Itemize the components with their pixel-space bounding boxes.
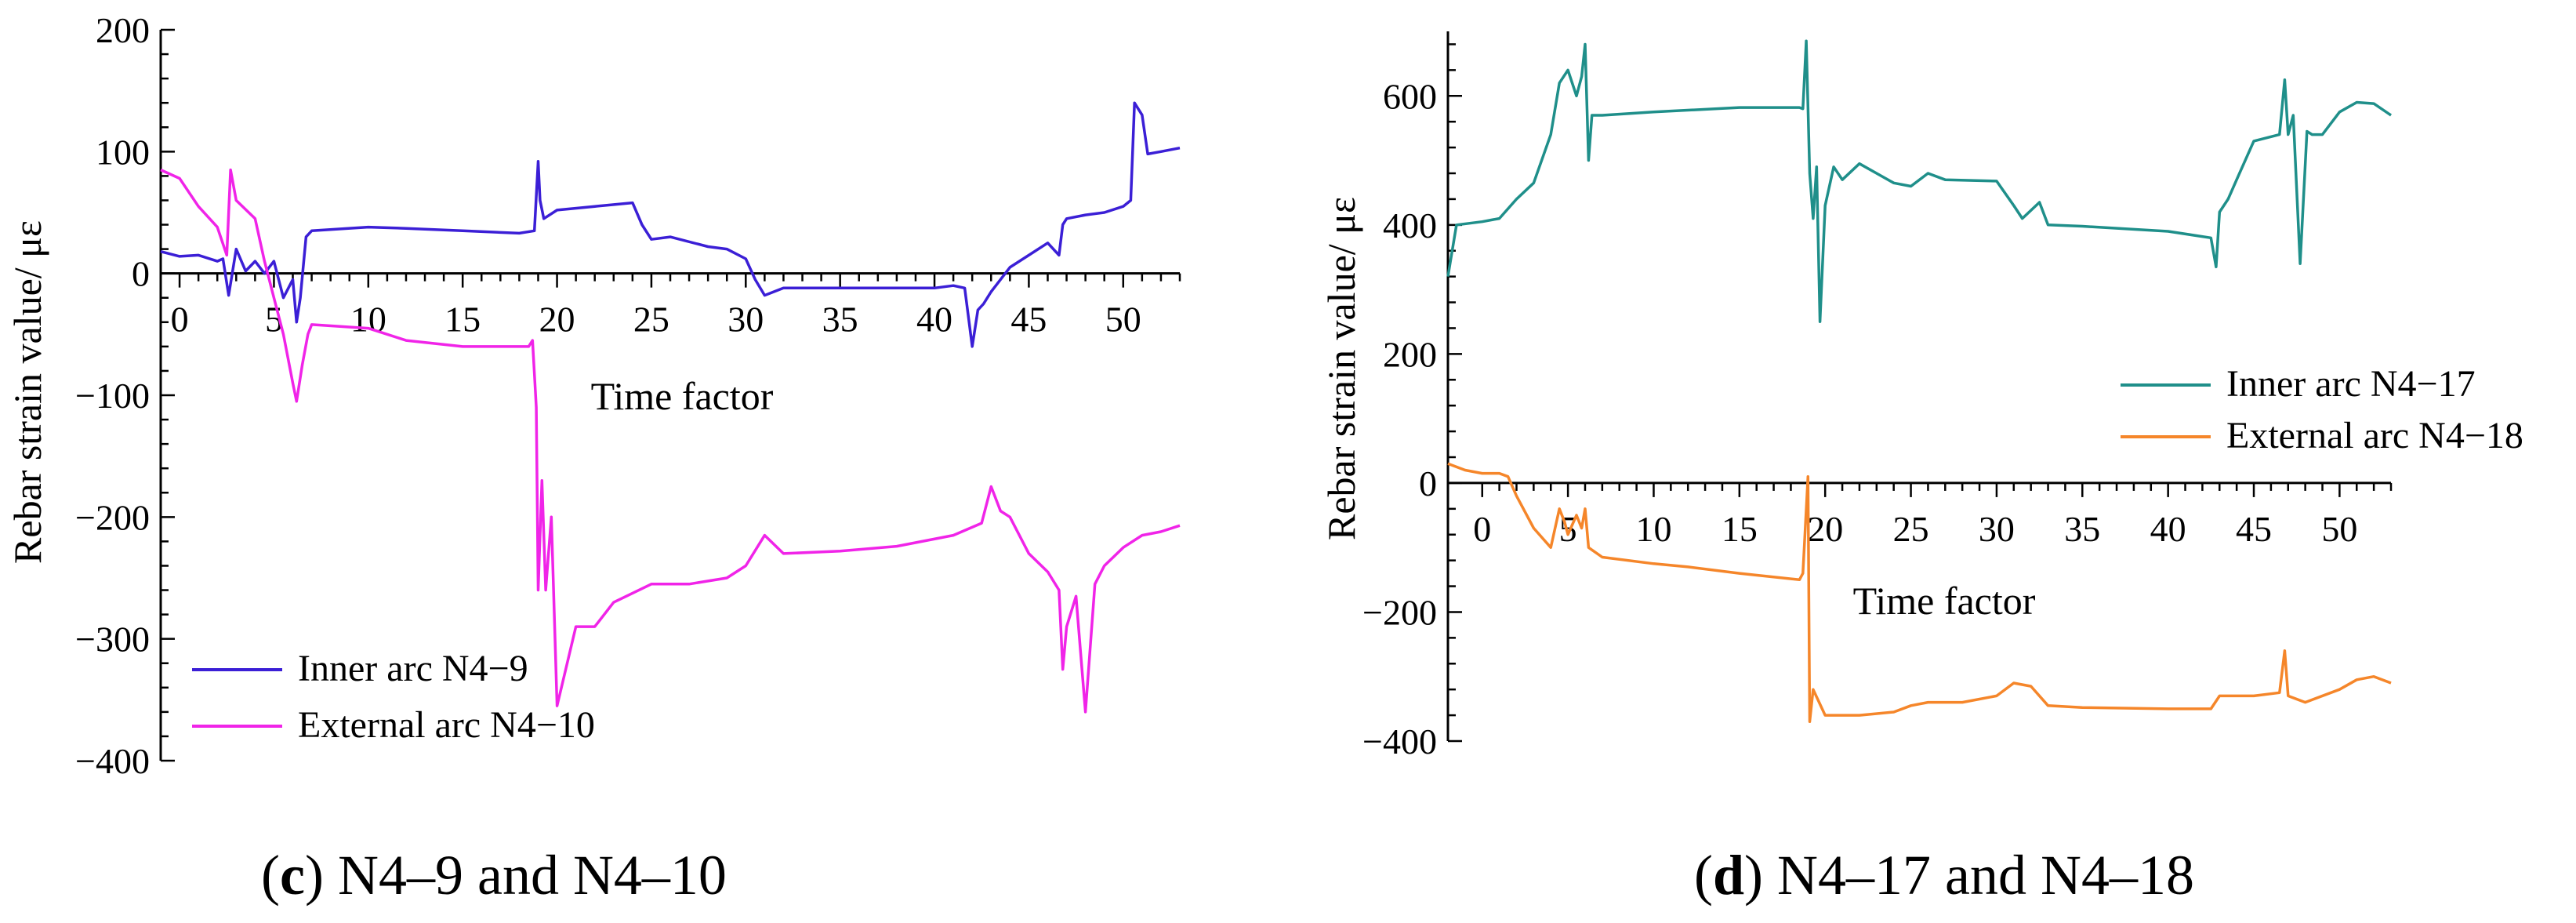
x-tick-label: 30 (1979, 509, 2015, 549)
caption-c: (c) N4–9 and N4–10 (261, 844, 727, 907)
y-tick-label: 400 (1383, 205, 1437, 245)
caption-d-text: N4–17 and N4–18 (1763, 844, 2194, 907)
legend-c: Inner arc N4−9 External arc N4−10 (192, 648, 595, 746)
x-tick-label: 35 (2064, 509, 2100, 549)
x-tick-label: 40 (916, 300, 952, 340)
x-axis-title: Time factor (1853, 579, 2036, 623)
y-tick-label: −400 (1362, 721, 1437, 761)
x-tick-label: 20 (1807, 509, 1843, 549)
y-tick-label: 0 (132, 254, 150, 294)
x-tick-label: 0 (171, 300, 189, 340)
x-tick-label: 50 (2321, 509, 2357, 549)
y-tick-label: −200 (75, 497, 150, 537)
x-tick-label: 45 (2236, 509, 2272, 549)
caption-c-letter: c (280, 844, 305, 907)
x-axis-title: Time factor (591, 374, 774, 418)
x-tick-label: 30 (727, 300, 764, 340)
y-tick-label: 200 (1383, 334, 1437, 374)
x-tick-label: 25 (633, 300, 669, 340)
legend-label: Inner arc N4−9 (298, 648, 528, 689)
y-tick-label: 100 (96, 132, 150, 172)
x-tick-label: 35 (822, 300, 858, 340)
x-tick-label: 25 (1893, 509, 1929, 549)
y-tick-label: 600 (1383, 76, 1437, 116)
series-line-c-2 (160, 168, 1181, 714)
series-line-d-1 (1446, 39, 2392, 323)
legend-label: External arc N4−18 (2226, 415, 2523, 456)
y-axis-title: Rebar strain value/ με (5, 220, 49, 564)
y-tick-label: 200 (96, 10, 150, 50)
caption-c-text: N4–9 and N4–10 (324, 844, 727, 907)
series-line-c-1 (160, 101, 1181, 348)
caption-d-letter: d (1713, 844, 1744, 907)
y-tick-label: −300 (75, 620, 150, 660)
y-axis-title: Rebar strain value/ με (1319, 197, 1363, 540)
legend-d: Inner arc N4−17 External arc N4−18 (2121, 363, 2523, 456)
y-tick-label: −200 (1362, 592, 1437, 632)
y-tick-label: −100 (75, 376, 150, 416)
x-tick-label: 50 (1105, 300, 1141, 340)
x-tick-label: 40 (2150, 509, 2186, 549)
x-tick-label: 45 (1010, 300, 1047, 340)
x-tick-label: 20 (539, 300, 575, 340)
x-tick-label: 5 (265, 300, 283, 340)
legend-label: External arc N4−10 (298, 704, 595, 746)
y-tick-label: 0 (1419, 463, 1437, 503)
y-tick-label: −400 (75, 741, 150, 781)
legend-label: Inner arc N4−17 (2226, 363, 2476, 405)
x-tick-label: 0 (1473, 509, 1491, 549)
caption-d: (d) N4–17 and N4–18 (1694, 844, 2194, 907)
x-tick-label: 15 (444, 300, 481, 340)
series-line-d-2 (1447, 462, 2392, 724)
x-tick-label: 15 (1722, 509, 1758, 549)
x-tick-label: 10 (1635, 509, 1671, 549)
